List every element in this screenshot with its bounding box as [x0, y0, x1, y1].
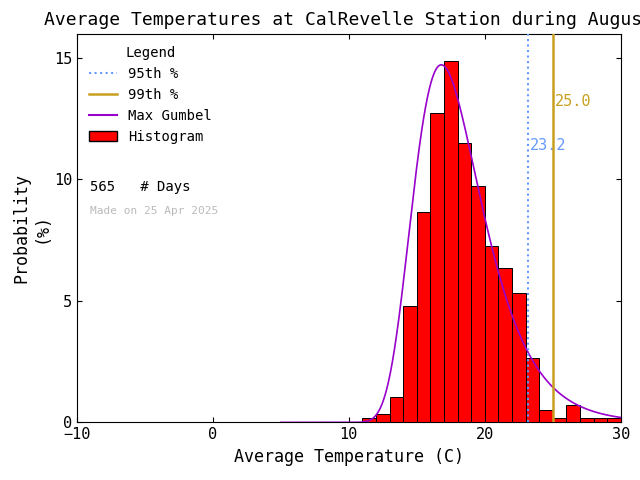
Bar: [471, 186, 485, 422]
Text: 25.0: 25.0: [555, 95, 591, 109]
Text: 565   # Days: 565 # Days: [90, 180, 191, 194]
Legend: 95th %, 99th %, Max Gumbel, Histogram: 95th %, 99th %, Max Gumbel, Histogram: [84, 40, 218, 149]
Bar: [512, 293, 525, 422]
Bar: [485, 246, 499, 422]
Bar: [540, 409, 553, 422]
Bar: [444, 61, 458, 422]
Bar: [525, 358, 540, 422]
Bar: [417, 212, 431, 422]
Text: Made on 25 Apr 2025: Made on 25 Apr 2025: [90, 206, 219, 216]
Title: Average Temperatures at CalRevelle Station during August: Average Temperatures at CalRevelle Stati…: [44, 11, 640, 29]
Bar: [580, 418, 594, 422]
Bar: [607, 418, 621, 422]
Bar: [458, 143, 471, 422]
Bar: [553, 418, 566, 422]
Bar: [362, 418, 376, 422]
Bar: [566, 405, 580, 422]
Bar: [376, 414, 390, 422]
Bar: [621, 418, 634, 422]
Bar: [499, 268, 512, 422]
Text: 23.2: 23.2: [531, 138, 567, 153]
Bar: [403, 306, 417, 422]
X-axis label: Average Temperature (C): Average Temperature (C): [234, 448, 464, 466]
Bar: [390, 396, 403, 422]
Y-axis label: Probability
(%): Probability (%): [12, 173, 51, 283]
Bar: [431, 113, 444, 422]
Bar: [594, 418, 607, 422]
